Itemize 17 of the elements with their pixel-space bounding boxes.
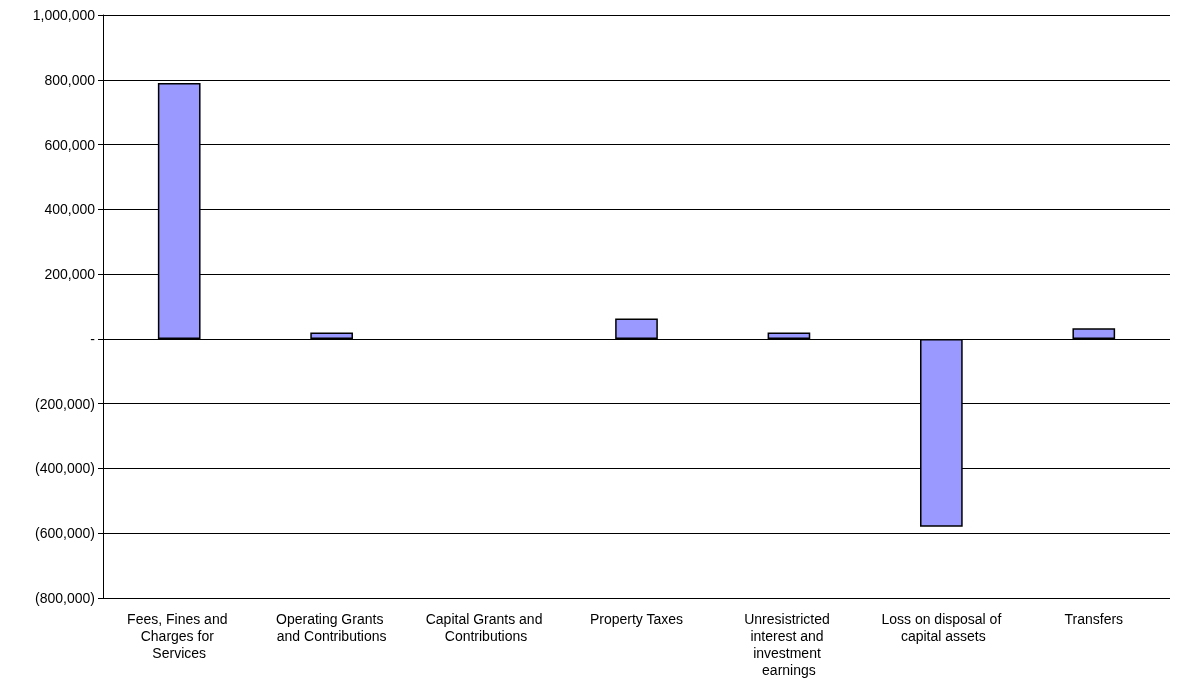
x-tick-label: Property Taxes — [589, 610, 684, 627]
y-tick-label: 1,000,000 — [32, 7, 96, 23]
y-tick-label: 600,000 — [44, 136, 96, 153]
x-tick-label: Operating Grants and Contributions — [276, 610, 388, 644]
y-tick-label: 200,000 — [44, 266, 96, 283]
y-tick-label: (800,000) — [35, 590, 95, 606]
y-tick-label: - — [90, 330, 96, 347]
y-tick-label: (200,000) — [35, 395, 95, 412]
y-tick-label: (400,000) — [35, 460, 95, 477]
x-tick-label: Capital Grants and Contributions — [425, 610, 543, 644]
x-tick-label: Unresistricted interest and investment earnings — [744, 610, 834, 678]
y-tick-label: 800,000 — [44, 71, 96, 88]
x-tick-label: Fees, Fines and Charges for Services — [127, 610, 232, 661]
y-tick-label: 400,000 — [44, 201, 96, 218]
x-tick-label: Transfers — [1064, 610, 1124, 627]
x-tick-label: Loss on disposal of capital assets — [881, 610, 1002, 644]
y-tick-label: (600,000) — [35, 525, 95, 542]
